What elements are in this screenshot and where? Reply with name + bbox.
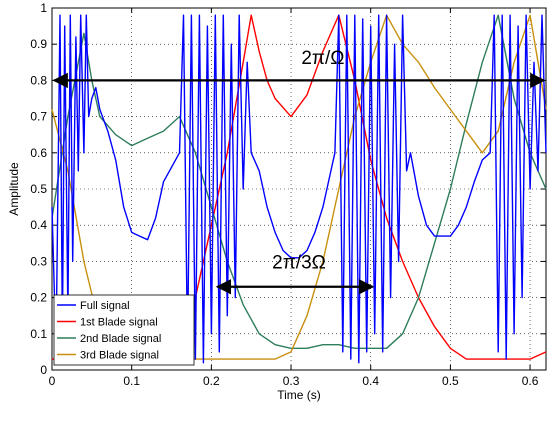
x-tick-label: 0.1 xyxy=(123,374,140,388)
y-tick-label: 0.4 xyxy=(30,218,47,232)
legend-label-1st-blade-signal: 1st Blade signal xyxy=(80,317,158,329)
legend-label-3rd-blade-signal: 3rd Blade signal xyxy=(80,350,159,362)
x-tick-label: 0 xyxy=(49,374,56,388)
legend: Full signal 1st Blade signal 2nd Blade sig… xyxy=(53,294,195,366)
y-tick-label: 1 xyxy=(40,1,47,15)
y-tick-label: 0.1 xyxy=(30,327,47,341)
series-line-full-signal xyxy=(51,14,547,364)
y-tick-label: 0.5 xyxy=(30,182,47,196)
annotation-label-1: 2π/Ω xyxy=(301,48,344,69)
legend-label-full-signal: Full signal xyxy=(80,300,130,312)
tick-labels: 0 0.1 0.2 0.3 0.4 0.5 0.6 0 0.1 0.2 0.3 0.4 0.5 0.6 0.… xyxy=(30,1,538,388)
y-tick-label: 0.7 xyxy=(30,110,47,124)
x-tick-label: 0.5 xyxy=(442,374,459,388)
x-tick-label: 0.3 xyxy=(283,374,300,388)
annotation-label-2: 2π/3Ω xyxy=(272,253,326,274)
x-tick-label: 0.2 xyxy=(203,374,220,388)
y-tick-label: 0 xyxy=(40,363,47,377)
annotations: 2π/Ω 2π/3Ω xyxy=(52,48,546,295)
y-tick-label: 0.8 xyxy=(30,73,47,87)
y-tick-label: 0.2 xyxy=(30,291,47,305)
legend-box xyxy=(53,294,195,366)
y-axis-label: Amplitude xyxy=(7,162,21,216)
x-tick-label: 0.6 xyxy=(522,374,539,388)
x-tick-label: 0.4 xyxy=(362,374,379,388)
x-axis-label: Time (s) xyxy=(277,388,321,402)
y-tick-label: 0.3 xyxy=(30,254,47,268)
series-line-2nd-blade-signal xyxy=(51,14,547,349)
y-tick-label: 0.9 xyxy=(30,37,47,51)
y-tick-label: 0.6 xyxy=(30,146,47,160)
legend-label-2nd-blade-signal: 2nd Blade signal xyxy=(80,333,161,345)
